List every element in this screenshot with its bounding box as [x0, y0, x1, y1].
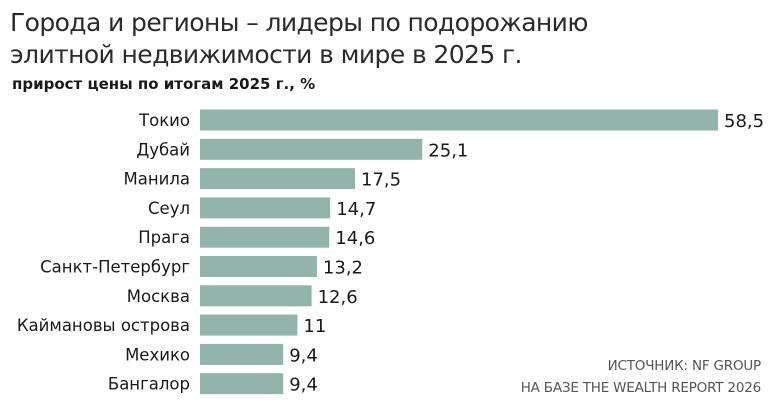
category-label: Токио: [138, 111, 190, 130]
chart-title-line-2: элитной недвижимости в мире в 2025 г.: [10, 40, 522, 69]
bar-row: Санкт-Петербург 13,2: [40, 256, 363, 279]
value-label: 9,4: [289, 345, 318, 366]
bar-row: Каймановы острова 11: [17, 314, 326, 337]
bar: [200, 138, 423, 160]
category-label: Сеул: [148, 199, 190, 218]
bar: [200, 197, 331, 219]
category-label: Дубай: [136, 140, 190, 159]
bar-row: Дубай 25,1: [136, 138, 468, 161]
bar: [200, 256, 317, 277]
bar: [200, 226, 330, 248]
bar: [200, 314, 298, 336]
bar: [200, 109, 718, 131]
bar: [200, 285, 312, 307]
value-label: 14,6: [335, 228, 375, 249]
bar-row: Мехико 9,4: [125, 343, 318, 366]
chart-subtitle: прирост цены по итогам 2025 г., %: [12, 75, 316, 93]
chart-title-line-1: Города и регионы – лидеры по подорожанию: [10, 8, 588, 37]
category-label: Санкт-Петербург: [40, 258, 190, 277]
bar-row: Бангалор 9,4: [108, 373, 318, 396]
value-label: 14,7: [336, 199, 376, 220]
value-label: 25,1: [428, 140, 468, 161]
bar: [200, 343, 284, 365]
bar: [200, 373, 284, 395]
value-label: 58,5: [724, 111, 764, 132]
source-line-2: НА БАЗЕ THE WEALTH REPORT 2026: [520, 380, 762, 396]
value-label: 9,4: [289, 375, 318, 396]
bar: [200, 168, 355, 190]
category-label: Москва: [127, 287, 190, 306]
bar-row: Прага 14,6: [138, 226, 375, 249]
category-label: Мехико: [125, 345, 190, 364]
value-label: 13,2: [323, 258, 363, 279]
value-label: 12,6: [318, 287, 358, 308]
bar-row: Сеул 14,7: [148, 197, 376, 220]
category-label: Прага: [138, 228, 190, 247]
bar-row: Москва 12,6: [127, 285, 358, 308]
bar-row: Токио 58,5: [138, 109, 764, 132]
category-label: Манила: [123, 170, 190, 189]
source-line-1: ИСТОЧНИК: NF GROUP: [607, 358, 762, 374]
category-label: Каймановы острова: [17, 316, 190, 335]
category-label: Бангалор: [108, 375, 190, 394]
value-label: 11: [303, 316, 326, 337]
value-label: 17,5: [361, 170, 401, 191]
bar-row: Манила 17,5: [123, 168, 401, 191]
